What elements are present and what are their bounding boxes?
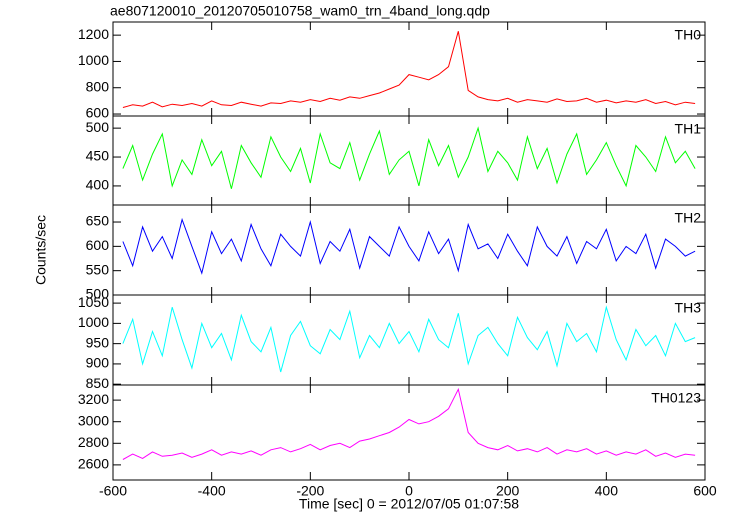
x-tick-label: -400 (198, 483, 226, 499)
y-tick-label: 800 (86, 78, 110, 94)
y-tick-label: 3200 (78, 391, 109, 407)
series-line (122, 387, 696, 460)
y-tick-label: 550 (86, 261, 110, 277)
series-label: TH2 (675, 210, 702, 226)
series-line (122, 217, 696, 275)
y-tick-label: 950 (86, 334, 110, 350)
series-line (122, 126, 696, 189)
y-tick-label: 450 (86, 148, 110, 164)
y-tick-label: 1200 (78, 26, 109, 42)
y-axis-label: Counts/sec (33, 215, 49, 285)
x-tick-label: 200 (496, 483, 520, 499)
y-tick-label: 650 (86, 213, 110, 229)
y-tick-label: 3000 (78, 412, 109, 428)
y-tick-label: 400 (86, 177, 110, 193)
y-tick-label: 1000 (78, 314, 109, 330)
panel-frame (112, 115, 706, 206)
x-tick-label: -600 (99, 483, 127, 499)
series-label: TH0123 (651, 390, 701, 406)
y-tick-label: 1000 (78, 52, 109, 68)
y-tick-label: 1050 (78, 294, 109, 310)
y-tick-label: 850 (86, 375, 110, 391)
series-line (122, 31, 696, 108)
panel-frame (112, 21, 706, 117)
x-tick-label: 0 (405, 483, 413, 499)
series-label: TH3 (675, 300, 702, 316)
y-tick-label: 2600 (78, 456, 109, 472)
series-line (122, 305, 696, 373)
x-tick-label: -200 (296, 483, 324, 499)
panel-frame (112, 384, 706, 481)
y-tick-label: 500 (86, 286, 110, 302)
panel-frame (112, 204, 706, 296)
y-tick-label: 900 (86, 355, 110, 371)
y-tick-label: 600 (86, 237, 110, 253)
series-label: TH1 (675, 121, 702, 137)
chart-title: ae807120010_20120705010758_wam0_trn_4ban… (110, 3, 490, 19)
x-tick-label: 600 (693, 483, 717, 499)
series-label: TH0 (675, 27, 702, 43)
y-tick-label: 2800 (78, 434, 109, 450)
y-tick-label: 600 (86, 105, 110, 121)
x-tick-label: 400 (595, 483, 619, 499)
x-axis-label: Time [sec] 0 = 2012/07/05 01:07:58 (299, 496, 519, 512)
y-tick-label: 500 (86, 119, 110, 135)
